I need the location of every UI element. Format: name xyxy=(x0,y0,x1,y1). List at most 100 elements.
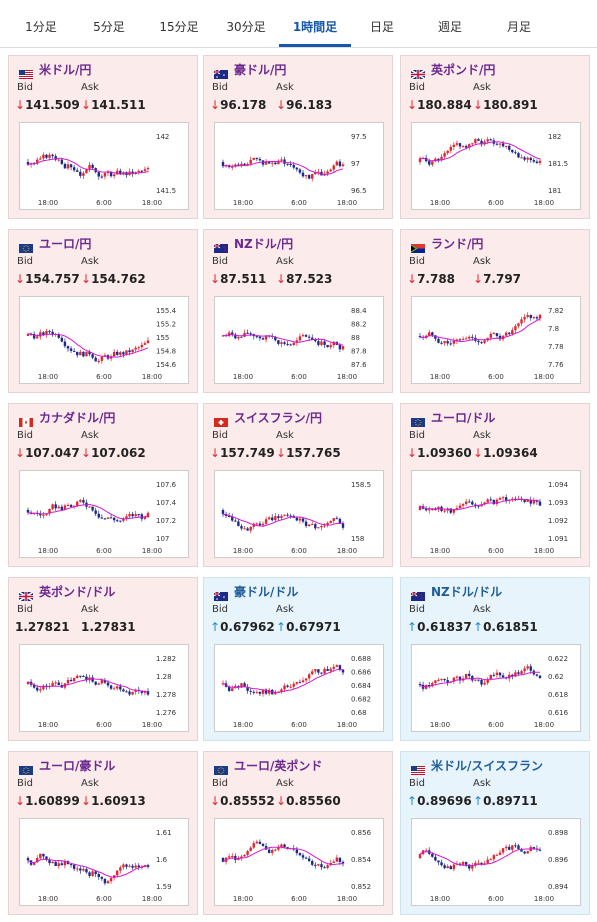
tab-3[interactable]: 30分足 xyxy=(226,20,266,34)
bid-label: Bid xyxy=(409,256,425,267)
bid-label: Bid xyxy=(409,604,425,615)
rate-card[interactable]: NZドル/円 Bid Ask ↓87.511 ↓87.523 88.4 88.2 8… xyxy=(203,229,393,393)
y-tick-label: 1.28 xyxy=(156,673,172,681)
candlestick-chart[interactable]: 142 141.5 18:00 6:00 18:00 xyxy=(19,122,189,210)
y-tick-label: 182 xyxy=(548,133,561,141)
tab-6[interactable]: 週足 xyxy=(437,20,462,34)
arrow-down-icon: ↓ xyxy=(473,272,484,286)
y-tick-label: 1.091 xyxy=(548,535,568,543)
y-tick-label: 0.682 xyxy=(351,696,371,704)
bid-value: ↓0.85552 xyxy=(210,794,275,808)
gb-flag-icon xyxy=(410,64,426,80)
candlestick-chart[interactable]: 0.856 0.854 0.852 18:00 6:00 18:00 xyxy=(214,818,384,906)
ask-label: Ask xyxy=(473,256,491,267)
arrow-down-icon: ↓ xyxy=(210,272,221,286)
tab-5[interactable]: 日足 xyxy=(369,20,394,34)
rate-card[interactable]: ユーロ/ドル Bid Ask ↓1.09360 ↓1.09364 1.094 1.… xyxy=(400,403,590,567)
candlestick-chart[interactable]: 1.282 1.28 1.278 1.276 18:00 6:00 18:00 xyxy=(19,644,189,732)
y-tick-label: 0.684 xyxy=(351,682,372,690)
pair-name[interactable]: ユーロ/ドル xyxy=(431,411,496,425)
rate-card[interactable]: NZドル/ドル Bid Ask ↑0.61837 ↑0.61851 0.622 0… xyxy=(400,577,590,741)
rate-card[interactable]: 豪ドル/ドル Bid Ask ↑0.67962 ↑0.67971 0.688 0.… xyxy=(203,577,393,741)
x-tick-label: 6:00 xyxy=(291,199,307,207)
pair-name[interactable]: ユーロ/円 xyxy=(39,237,92,251)
candlestick-chart[interactable]: 182 181.5 181 18:00 6:00 18:00 xyxy=(411,122,581,210)
ca-flag-icon xyxy=(19,412,33,427)
ask-value: ↓87.523 xyxy=(276,272,333,286)
rate-card[interactable]: ユーロ/円 Bid Ask ↓154.757 ↓154.762 155.4 155… xyxy=(8,229,198,393)
arrow-down-icon: ↓ xyxy=(276,794,287,808)
rate-card[interactable]: スイスフラン/円 Bid Ask ↓157.749 ↓157.765 158.5… xyxy=(203,403,393,567)
bid-value: ↓107.047 xyxy=(15,446,80,460)
pair-name[interactable]: 豪ドル/円 xyxy=(234,63,287,77)
bid-value: ↓1.60899 xyxy=(15,794,80,808)
bid-label: Bid xyxy=(17,778,33,789)
rate-card[interactable]: ユーロ/英ポンド Bid Ask ↓0.85552 ↓0.85560 0.856… xyxy=(203,751,393,915)
ask-label: Ask xyxy=(276,778,294,789)
y-tick-label: 158 xyxy=(351,535,364,543)
pair-name[interactable]: ユーロ/英ポンド xyxy=(234,759,323,773)
pair-name[interactable]: ランド/円 xyxy=(431,237,484,251)
tab-4[interactable]: 1時間足 xyxy=(292,20,338,34)
x-tick-label: 6:00 xyxy=(96,547,112,555)
candlestick-chart[interactable]: 158.5 158 18:00 6:00 18:00 xyxy=(214,470,384,558)
pair-name[interactable]: 英ポンド/円 xyxy=(431,63,496,77)
candlestick-chart[interactable]: 1.61 1.6 1.59 18:00 6:00 18:00 xyxy=(19,818,189,906)
arrow-up-icon: ↑ xyxy=(473,794,484,808)
rate-card[interactable]: カナダドル/円 Bid Ask ↓107.047 ↓107.062 107.6 1… xyxy=(8,403,198,567)
arrow-up-icon: ↑ xyxy=(210,620,221,634)
candlestick-chart[interactable]: 97.5 97 96.5 18:00 6:00 18:00 xyxy=(214,122,384,210)
pair-name[interactable]: 米ドル/スイスフラン xyxy=(431,759,544,773)
tab-2[interactable]: 15分足 xyxy=(159,20,199,34)
rate-card[interactable]: 英ポンド/ドル Bid Ask 1.27821 1.27831 1.282 1.2… xyxy=(8,577,198,741)
pair-name[interactable]: 米ドル/円 xyxy=(39,63,92,77)
pair-name[interactable]: NZドル/円 xyxy=(234,237,294,251)
bid-label: Bid xyxy=(17,430,33,441)
candlestick-chart[interactable]: 0.898 0.896 0.894 18:00 6:00 18:00 xyxy=(411,818,581,906)
pair-name[interactable]: 英ポンド/ドル xyxy=(39,585,116,599)
tab-0[interactable]: 1分足 xyxy=(25,20,57,34)
candlestick-chart[interactable]: 0.688 0.686 0.684 0.682 0.68 18:00 6:00 18:00 xyxy=(214,644,384,732)
ask-label: Ask xyxy=(276,82,294,93)
candlestick-chart[interactable]: 7.82 7.8 7.78 7.76 18:00 6:00 18:00 xyxy=(411,296,581,384)
y-tick-label: 158.5 xyxy=(351,481,371,489)
nz-flag-icon xyxy=(410,586,425,601)
rate-card[interactable]: 英ポンド/円 Bid Ask ↓180.884 ↓180.891 182 181.… xyxy=(400,55,590,219)
rate-card[interactable]: ユーロ/豪ドル Bid Ask ↓1.60899 ↓1.60913 1.61 1.… xyxy=(8,751,198,915)
pair-name[interactable]: ユーロ/豪ドル xyxy=(39,759,116,773)
arrow-down-icon: ↓ xyxy=(15,794,26,808)
y-tick-label: 96.5 xyxy=(351,187,367,195)
x-tick-label: 18:00 xyxy=(38,895,58,903)
tab-1[interactable]: 5分足 xyxy=(93,20,125,34)
bid-label: Bid xyxy=(409,82,425,93)
bid-value: ↓157.749 xyxy=(210,446,275,460)
y-tick-label: 0.856 xyxy=(351,829,372,837)
arrow-down-icon: ↓ xyxy=(407,446,418,460)
x-tick-label: 18:00 xyxy=(142,547,162,555)
tab-7[interactable]: 月足 xyxy=(506,20,531,34)
bid-value: ↓87.511 xyxy=(210,272,267,286)
candlestick-chart[interactable]: 0.622 0.62 0.618 0.616 18:00 6:00 18:00 xyxy=(411,644,581,732)
x-tick-label: 6:00 xyxy=(291,721,307,729)
y-tick-label: 107.4 xyxy=(156,499,177,507)
rate-card[interactable]: 米ドル/スイスフラン Bid Ask ↑0.89696 ↑0.89711 0.8… xyxy=(400,751,590,915)
arrow-down-icon: ↓ xyxy=(276,98,287,112)
candlestick-chart[interactable]: 1.094 1.093 1.092 1.091 18:00 6:00 18:00 xyxy=(411,470,581,558)
y-tick-label: 155 xyxy=(156,334,169,342)
x-tick-label: 18:00 xyxy=(534,547,554,555)
pair-name[interactable]: 豪ドル/ドル xyxy=(234,585,299,599)
pair-name[interactable]: スイスフラン/円 xyxy=(234,411,323,425)
y-tick-label: 0.854 xyxy=(351,856,372,864)
candlestick-chart[interactable]: 107.6 107.4 107.2 107 18:00 6:00 18:00 xyxy=(19,470,189,558)
ask-label: Ask xyxy=(473,430,491,441)
candlestick-chart[interactable]: 155.4 155.2 155 154.8 154.6 18:00 6:00 18:00 xyxy=(19,296,189,384)
rate-card[interactable]: 米ドル/円 Bid Ask ↓141.509 ↓141.511 142 141.5… xyxy=(8,55,198,219)
rate-card[interactable]: 豪ドル/円 Bid Ask ↓96.178 ↓96.183 97.5 97 96.5… xyxy=(203,55,393,219)
rate-card[interactable]: ランド/円 Bid Ask ↓7.788 ↓7.797 7.82 7.8 7.78 7… xyxy=(400,229,590,393)
bid-value: ↑0.89696 xyxy=(407,794,472,808)
candlestick-chart[interactable]: 88.4 88.2 88 87.8 87.6 18:00 6:00 18:00 xyxy=(214,296,384,384)
y-tick-label: 97.5 xyxy=(351,133,367,141)
pair-name[interactable]: NZドル/ドル xyxy=(431,585,503,599)
pair-name[interactable]: カナダドル/円 xyxy=(39,411,116,425)
y-tick-label: 0.896 xyxy=(548,856,569,864)
